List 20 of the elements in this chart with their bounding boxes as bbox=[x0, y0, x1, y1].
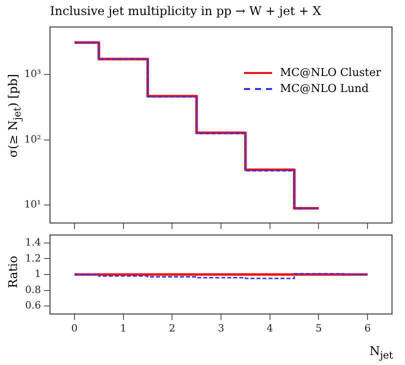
y-tick-label: 10² bbox=[24, 134, 41, 146]
x-tick-label: 3 bbox=[218, 324, 224, 335]
x-tick-label: 6 bbox=[364, 324, 371, 335]
y-tick-label: 1.4 bbox=[25, 237, 41, 248]
legend-label: MC@NLO Cluster bbox=[280, 66, 381, 79]
y-tick-label: 0.8 bbox=[25, 284, 41, 296]
x-tick-label: 0 bbox=[71, 324, 78, 335]
x-tick-label: 2 bbox=[168, 324, 176, 335]
y-axis-title: Ratio bbox=[6, 256, 20, 288]
y-tick-label: 1 bbox=[34, 269, 41, 280]
x-axis-title: N$_{jet}$ bbox=[369, 344, 393, 362]
y-tick-label: 0.6 bbox=[25, 300, 41, 312]
x-tick-label: 5 bbox=[316, 324, 322, 335]
y-tick-label: 10¹ bbox=[24, 200, 41, 211]
y-tick-label: 10³ bbox=[24, 69, 41, 80]
x-tick-label: 4 bbox=[266, 324, 274, 335]
x-tick-label: 1 bbox=[120, 324, 126, 335]
legend-label: MC@NLO Lund bbox=[280, 82, 369, 95]
y-tick-label: 1.2 bbox=[25, 253, 41, 264]
chart-title: Inclusive jet multiplicity in pp → W + jet + X bbox=[50, 4, 322, 18]
